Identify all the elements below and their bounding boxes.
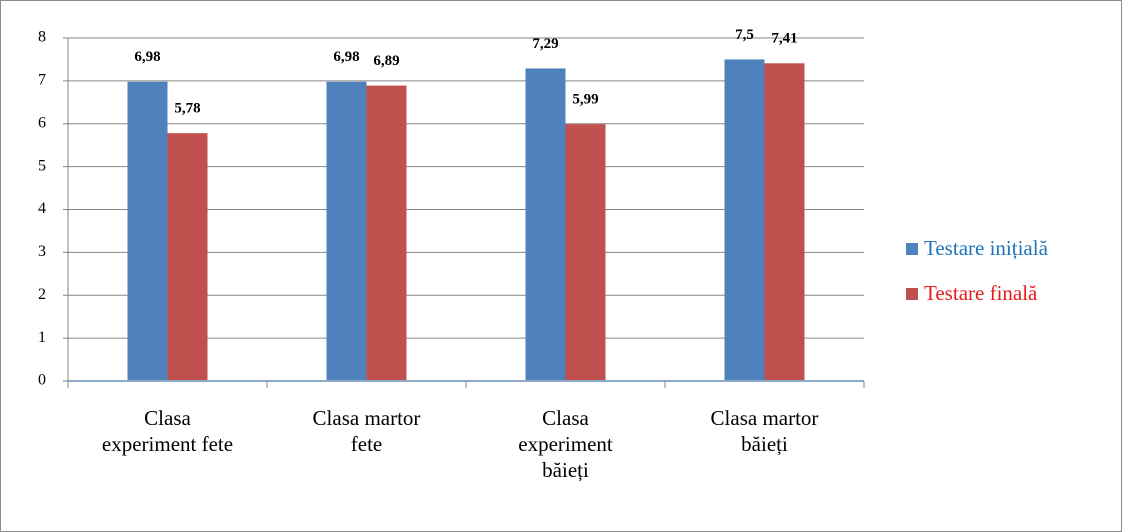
bar: [525, 68, 566, 381]
legend-item: Testare inițială: [906, 236, 1048, 261]
y-tick-label: 6: [38, 114, 46, 131]
data-label: 6,89: [373, 53, 399, 69]
x-tick-label: Clasa experiment fete: [101, 406, 234, 456]
data-label: 5,78: [174, 101, 200, 117]
data-label: 7,29: [532, 36, 558, 52]
y-tick-label: 0: [38, 372, 46, 389]
legend-swatch: [906, 287, 918, 300]
bar: [565, 124, 606, 382]
y-tick-label: 3: [38, 243, 46, 260]
legend-item: Testare finală: [906, 281, 1037, 306]
bar: [366, 85, 407, 381]
bar: [764, 63, 805, 381]
data-label: 7,5: [735, 27, 754, 43]
y-tick-label: 5: [38, 157, 46, 174]
legend-label: Testare finală: [924, 281, 1038, 305]
data-label: 6,98: [333, 49, 359, 65]
legend-label: Testare inițială: [924, 236, 1048, 260]
y-tick-label: 8: [38, 29, 46, 46]
x-tick-label: Clasa martor fete: [312, 406, 421, 456]
y-tick-label: 7: [38, 72, 46, 89]
x-tick-label: Clasa martor băieți: [710, 406, 819, 456]
bar: [326, 81, 367, 382]
bar: [167, 133, 208, 381]
x-tick-label: Clasa experiment băieți: [518, 406, 613, 482]
y-tick-label: 2: [38, 286, 46, 303]
legend-swatch: [906, 242, 918, 255]
bar: [724, 59, 765, 381]
y-tick-label: 4: [38, 200, 46, 217]
data-label: 5,99: [572, 92, 598, 108]
data-label: 7,41: [771, 31, 797, 47]
bar: [127, 81, 168, 382]
data-label: 6,98: [134, 49, 160, 65]
y-tick-label: 1: [38, 329, 46, 346]
